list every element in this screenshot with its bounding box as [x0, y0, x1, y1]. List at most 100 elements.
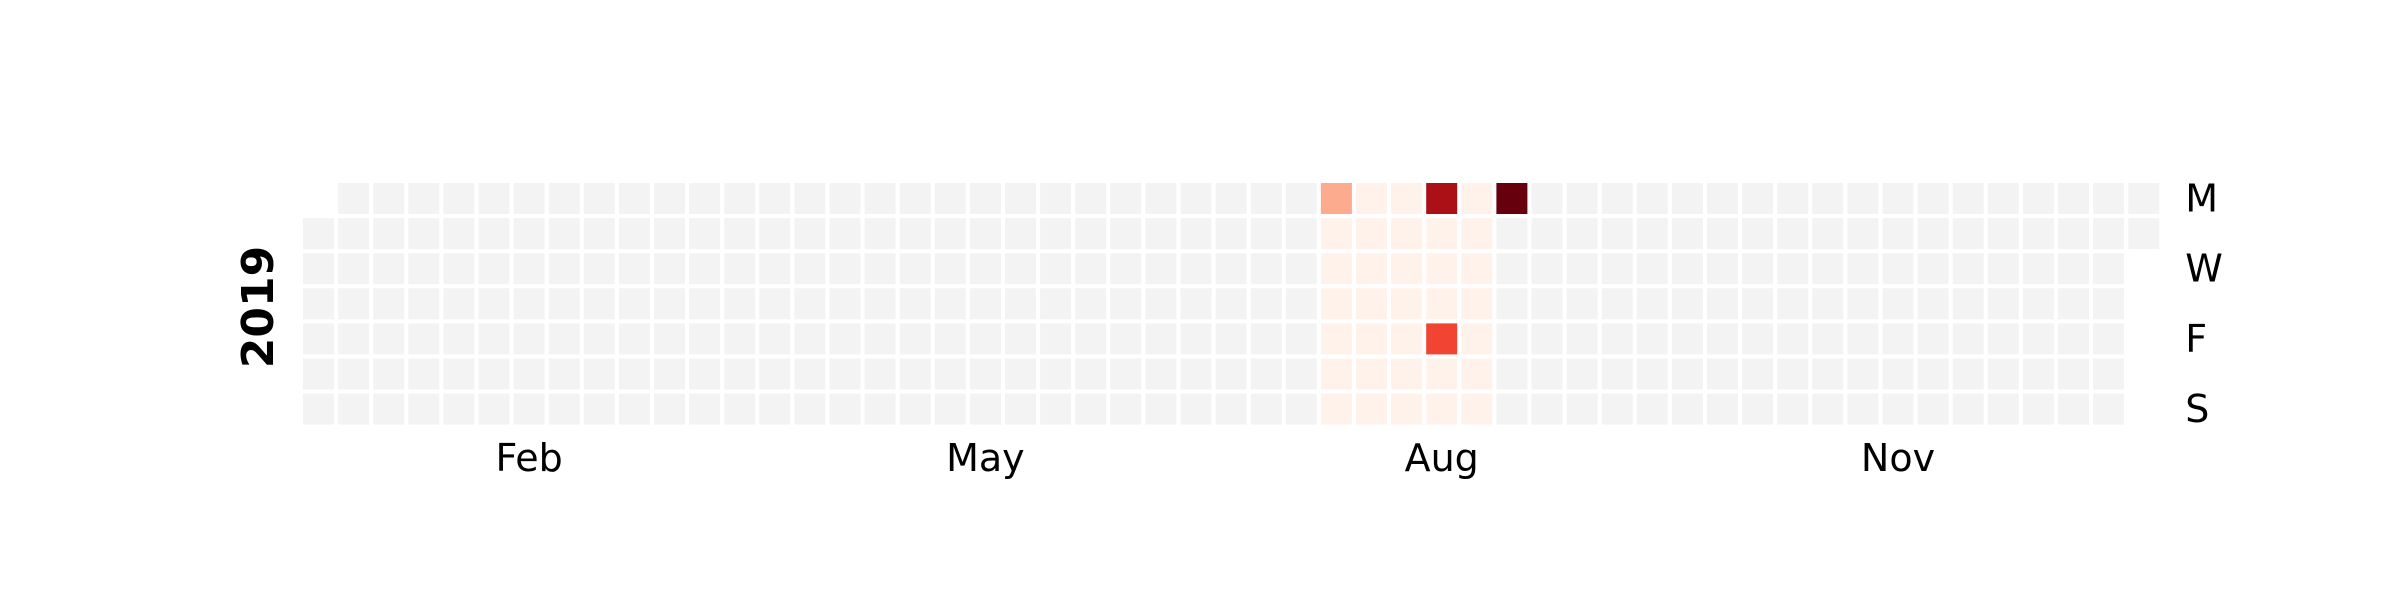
heatmap-cell	[1812, 288, 1844, 320]
heatmap-cell	[513, 288, 545, 320]
heatmap-cell	[1882, 288, 1914, 320]
year-label: 2019	[233, 246, 284, 368]
heatmap-cell	[724, 323, 756, 355]
heatmap-cell	[443, 288, 475, 320]
heatmap-cell	[303, 323, 334, 355]
day-label: S	[2185, 387, 2209, 431]
heatmap-cell	[794, 393, 826, 425]
heatmap-cell	[1882, 183, 1914, 214]
heatmap-cell	[1250, 288, 1282, 320]
heatmap-cell	[408, 253, 440, 285]
heatmap-cell	[1285, 358, 1317, 390]
heatmap-cell	[1005, 323, 1036, 355]
heatmap-cell	[513, 218, 545, 250]
heatmap-cell	[1777, 288, 1809, 320]
heatmap-cell	[513, 183, 545, 214]
heatmap-cell	[2128, 218, 2160, 250]
heatmap-cell	[1987, 218, 2019, 250]
heatmap-cell	[689, 183, 721, 214]
heatmap-cell	[478, 358, 510, 390]
heatmap-cell	[1496, 358, 1528, 390]
heatmap-cell	[338, 218, 370, 250]
heatmap-cell	[1566, 253, 1598, 285]
heatmap-cell	[759, 323, 791, 355]
heatmap-cell	[1566, 358, 1598, 390]
heatmap-cell	[654, 253, 685, 285]
heatmap-cell	[654, 288, 685, 320]
heatmap-cell	[443, 323, 475, 355]
heatmap-cell	[934, 183, 966, 214]
heatmap-cell	[1461, 183, 1493, 214]
heatmap-cell	[1461, 218, 1493, 250]
heatmap-cell	[1356, 358, 1387, 390]
heatmap-cell	[1285, 288, 1317, 320]
heatmap-cell	[1391, 218, 1423, 250]
heatmap-cell	[583, 358, 615, 390]
heatmap-cell	[1145, 393, 1177, 425]
heatmap-cell	[1215, 323, 1247, 355]
heatmap-cell	[934, 358, 966, 390]
heatmap-cell	[1005, 358, 1036, 390]
heatmap-cell	[1250, 393, 1282, 425]
heatmap-cell	[1566, 288, 1598, 320]
heatmap-cell	[1917, 253, 1949, 285]
heatmap-cell	[2058, 288, 2089, 320]
heatmap-cell	[443, 253, 475, 285]
heatmap-cell	[1847, 393, 1879, 425]
heatmap-cell	[1040, 358, 1072, 390]
heatmap-cell	[1707, 183, 1738, 214]
heatmap-cell	[689, 358, 721, 390]
heatmap-cell	[1145, 323, 1177, 355]
heatmap-cell	[338, 288, 370, 320]
heatmap-cell	[1356, 183, 1387, 214]
heatmap-cell	[934, 323, 966, 355]
heatmap-cell	[618, 288, 650, 320]
heatmap-cell	[969, 183, 1001, 214]
heatmap-cell	[969, 323, 1001, 355]
heatmap-cell	[654, 218, 685, 250]
heatmap-cell	[1320, 358, 1352, 390]
heatmap-cell	[338, 358, 370, 390]
heatmap-cell	[1566, 183, 1598, 214]
heatmap-cell	[2093, 358, 2125, 390]
month-label: Aug	[1405, 436, 1479, 480]
heatmap-cell	[1075, 253, 1107, 285]
heatmap-cell	[443, 393, 475, 425]
heatmap-cell	[2058, 358, 2089, 390]
heatmap-cell	[548, 393, 580, 425]
heatmap-cell	[934, 288, 966, 320]
heatmap-cell	[1742, 323, 1774, 355]
heatmap-cell	[583, 323, 615, 355]
heatmap-cell	[303, 358, 334, 390]
heatmap-cell	[1847, 323, 1879, 355]
heatmap-cell	[829, 358, 861, 390]
heatmap-cell	[478, 253, 510, 285]
heatmap-cell	[2093, 183, 2125, 214]
heatmap-cell	[618, 323, 650, 355]
heatmap-cell	[689, 323, 721, 355]
heatmap-cell	[1636, 253, 1668, 285]
heatmap-cell	[1847, 218, 1879, 250]
heatmap-cell	[1496, 218, 1528, 250]
heatmap-cell	[303, 393, 334, 425]
heatmap-cell	[969, 253, 1001, 285]
heatmap-cell	[1601, 288, 1633, 320]
heatmap-cell	[338, 393, 370, 425]
heatmap-cell	[1882, 358, 1914, 390]
heatmap-cell	[1601, 253, 1633, 285]
heatmap-cell	[1180, 393, 1212, 425]
heatmap-cell	[1742, 253, 1774, 285]
heatmap-cell	[2022, 358, 2054, 390]
heatmap-cell	[373, 358, 405, 390]
heatmap-cell	[1847, 183, 1879, 214]
heatmap-cell	[618, 253, 650, 285]
heatmap-cell	[1180, 288, 1212, 320]
heatmap-cell	[373, 323, 405, 355]
heatmap-cell	[1952, 183, 1984, 214]
heatmap-cell	[1707, 393, 1738, 425]
heatmap-cell	[654, 358, 685, 390]
heatmap-cell	[1777, 218, 1809, 250]
heatmap-cell	[1952, 393, 1984, 425]
heatmap-cell	[829, 253, 861, 285]
